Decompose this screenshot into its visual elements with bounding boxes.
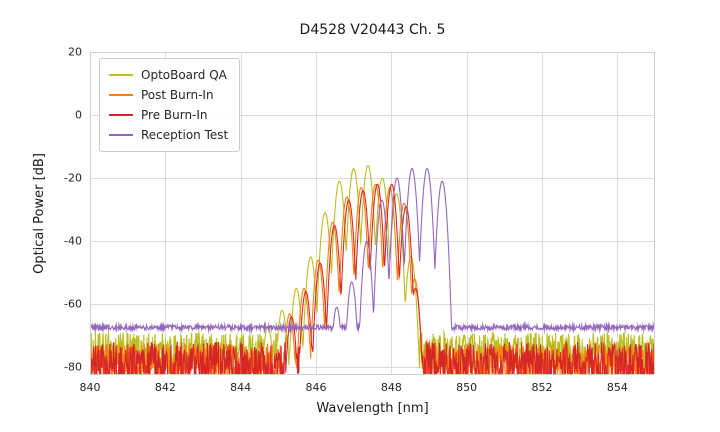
x-tick-label: 844: [230, 381, 252, 394]
x-tick-label: 848: [380, 381, 402, 394]
legend-item: OptoBoard QA: [109, 65, 228, 85]
x-tick-label: 852: [531, 381, 553, 394]
legend-label: OptoBoard QA: [141, 68, 227, 82]
y-tick-label: -60: [64, 297, 82, 311]
legend-label: Reception Test: [141, 128, 229, 142]
chart-title: D4528 V20443 Ch. 5: [299, 22, 446, 38]
legend-item: Reception Test: [109, 125, 228, 145]
plot-area: OptoBoard QA Post Burn-In Pre Burn-In Recep…: [90, 52, 655, 375]
y-tick-label: 20: [68, 45, 82, 59]
y-tick-label: 0: [75, 108, 82, 122]
y-tick-label: -80: [64, 360, 82, 374]
y-tick-label: -20: [64, 171, 82, 185]
legend: OptoBoard QA Post Burn-In Pre Burn-In Recep…: [99, 58, 241, 152]
legend-line-swatch: [109, 74, 133, 76]
legend-item: Post Burn-In: [109, 85, 228, 105]
x-tick-label: 842: [154, 381, 176, 394]
legend-label: Post Burn-In: [141, 88, 214, 102]
legend-label: Pre Burn-In: [141, 108, 208, 122]
x-axis-label: Wavelength [nm]: [316, 401, 429, 416]
x-tick-label: 850: [456, 381, 478, 394]
legend-line-swatch: [109, 134, 133, 136]
x-tick-label: 854: [606, 381, 628, 394]
y-tick-label: -40: [64, 234, 82, 248]
x-tick-label: 846: [305, 381, 327, 394]
x-tick-label: 840: [79, 381, 101, 394]
legend-item: Pre Burn-In: [109, 105, 228, 125]
legend-line-swatch: [109, 114, 133, 116]
legend-line-swatch: [109, 94, 133, 96]
y-axis-label-wrap: Optical Power [dB]: [26, 52, 52, 375]
